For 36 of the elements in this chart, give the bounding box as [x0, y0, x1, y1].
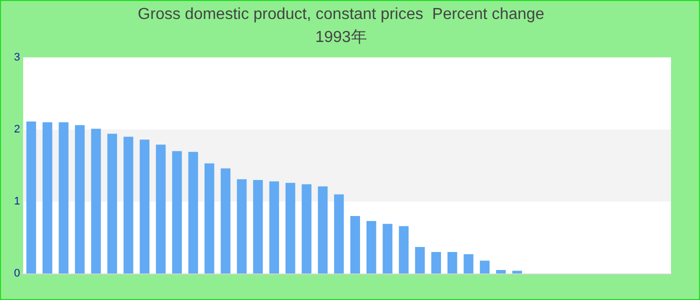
- bar: [366, 221, 376, 274]
- bar: [431, 252, 441, 274]
- bar: [26, 122, 36, 274]
- bar: [172, 151, 182, 274]
- bar: [253, 180, 263, 274]
- bar: [496, 270, 506, 274]
- bar: [318, 186, 328, 274]
- bar: [42, 122, 52, 274]
- bar: [91, 128, 101, 274]
- bar: [398, 226, 409, 274]
- bar: [334, 194, 344, 274]
- bar: [382, 224, 392, 274]
- y-tick-label: 0: [14, 268, 20, 280]
- bar: [156, 144, 166, 274]
- bar: [447, 252, 458, 274]
- bar: [350, 216, 360, 274]
- chart-subtitle: 1993年: [315, 29, 367, 46]
- y-tick-label: 3: [14, 51, 20, 64]
- y-tick-label: 2: [14, 124, 20, 136]
- bar: [204, 163, 214, 274]
- bar: [236, 179, 247, 274]
- bar: [140, 140, 150, 274]
- bar: [107, 134, 118, 274]
- bar: [58, 122, 68, 274]
- bar: [415, 246, 425, 274]
- bar: [269, 181, 280, 274]
- bar: [302, 184, 312, 274]
- bar: [220, 168, 230, 274]
- bar: [74, 125, 85, 274]
- bar: [124, 136, 134, 274]
- bar: [464, 254, 474, 274]
- bar: [188, 152, 198, 274]
- bar: [480, 260, 490, 274]
- chart-title: Gross domestic product, constant prices Percent change: [138, 6, 544, 24]
- bar: [286, 182, 296, 274]
- y-tick-label: 1: [14, 196, 20, 208]
